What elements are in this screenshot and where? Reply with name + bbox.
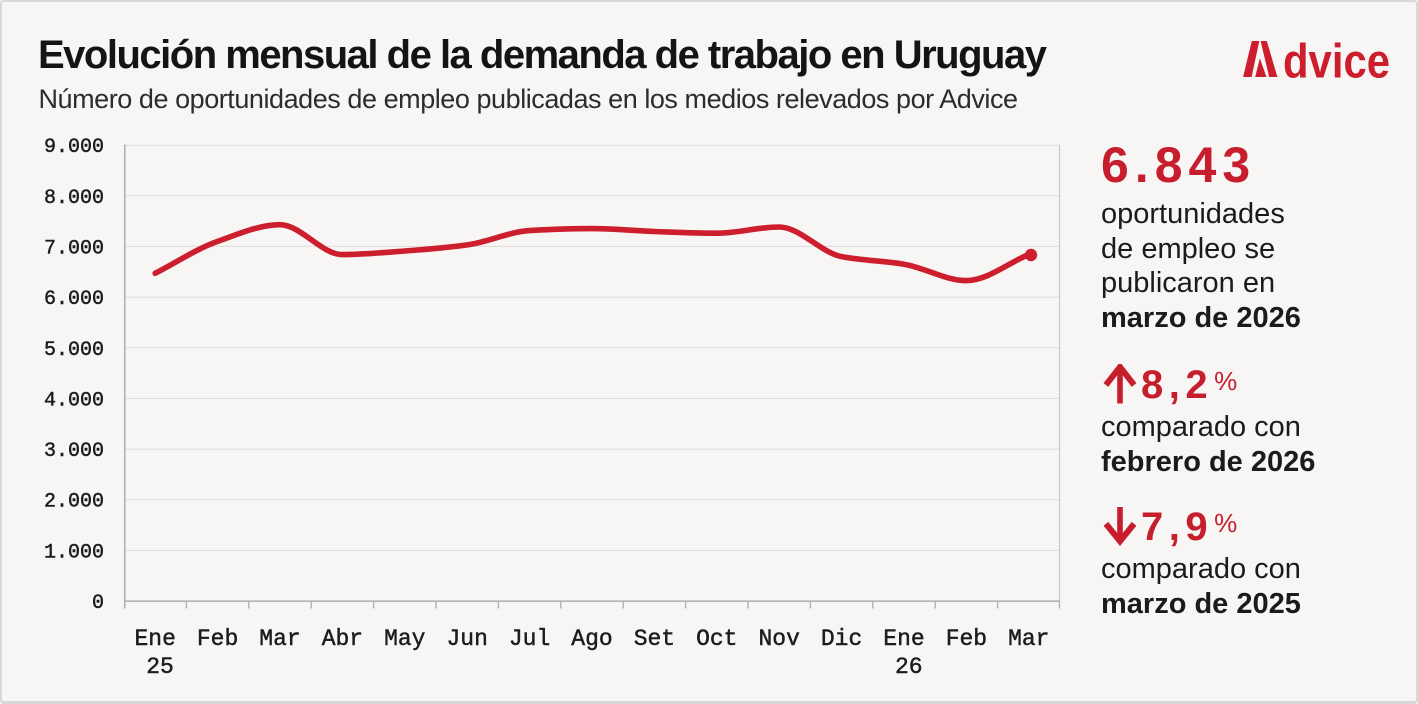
svg-text:25: 25 — [146, 654, 174, 680]
svg-text:Feb: Feb — [197, 626, 238, 652]
svg-text:dvice: dvice — [1283, 41, 1389, 79]
svg-text:Jun: Jun — [446, 626, 487, 652]
svg-text:Nov: Nov — [758, 626, 800, 652]
svg-text:Oct: Oct — [696, 626, 737, 652]
svg-text:Mar: Mar — [259, 626, 300, 652]
svg-text:5.000: 5.000 — [44, 339, 104, 362]
svg-text:26: 26 — [895, 654, 923, 680]
svg-text:4.000: 4.000 — [44, 389, 104, 412]
svg-text:Feb: Feb — [946, 626, 987, 652]
svg-text:Abr: Abr — [322, 626, 363, 652]
svg-text:Mar: Mar — [1008, 626, 1049, 652]
svg-text:Ene: Ene — [134, 626, 175, 652]
svg-text:Jul: Jul — [509, 626, 550, 652]
svg-text:6.000: 6.000 — [44, 288, 104, 311]
svg-text:2.000: 2.000 — [44, 491, 104, 514]
svg-text:Dic: Dic — [821, 626, 862, 652]
svg-text:3.000: 3.000 — [44, 440, 104, 463]
svg-text:8.000: 8.000 — [44, 187, 104, 210]
svg-text:Ene: Ene — [883, 626, 924, 652]
svg-text:Set: Set — [634, 626, 675, 652]
svg-text:9.000: 9.000 — [44, 136, 104, 159]
svg-text:7.000: 7.000 — [44, 237, 104, 260]
svg-text:Ago: Ago — [571, 626, 612, 652]
svg-text:0: 0 — [92, 592, 104, 615]
svg-text:1.000: 1.000 — [44, 541, 104, 564]
svg-text:May: May — [384, 626, 426, 652]
